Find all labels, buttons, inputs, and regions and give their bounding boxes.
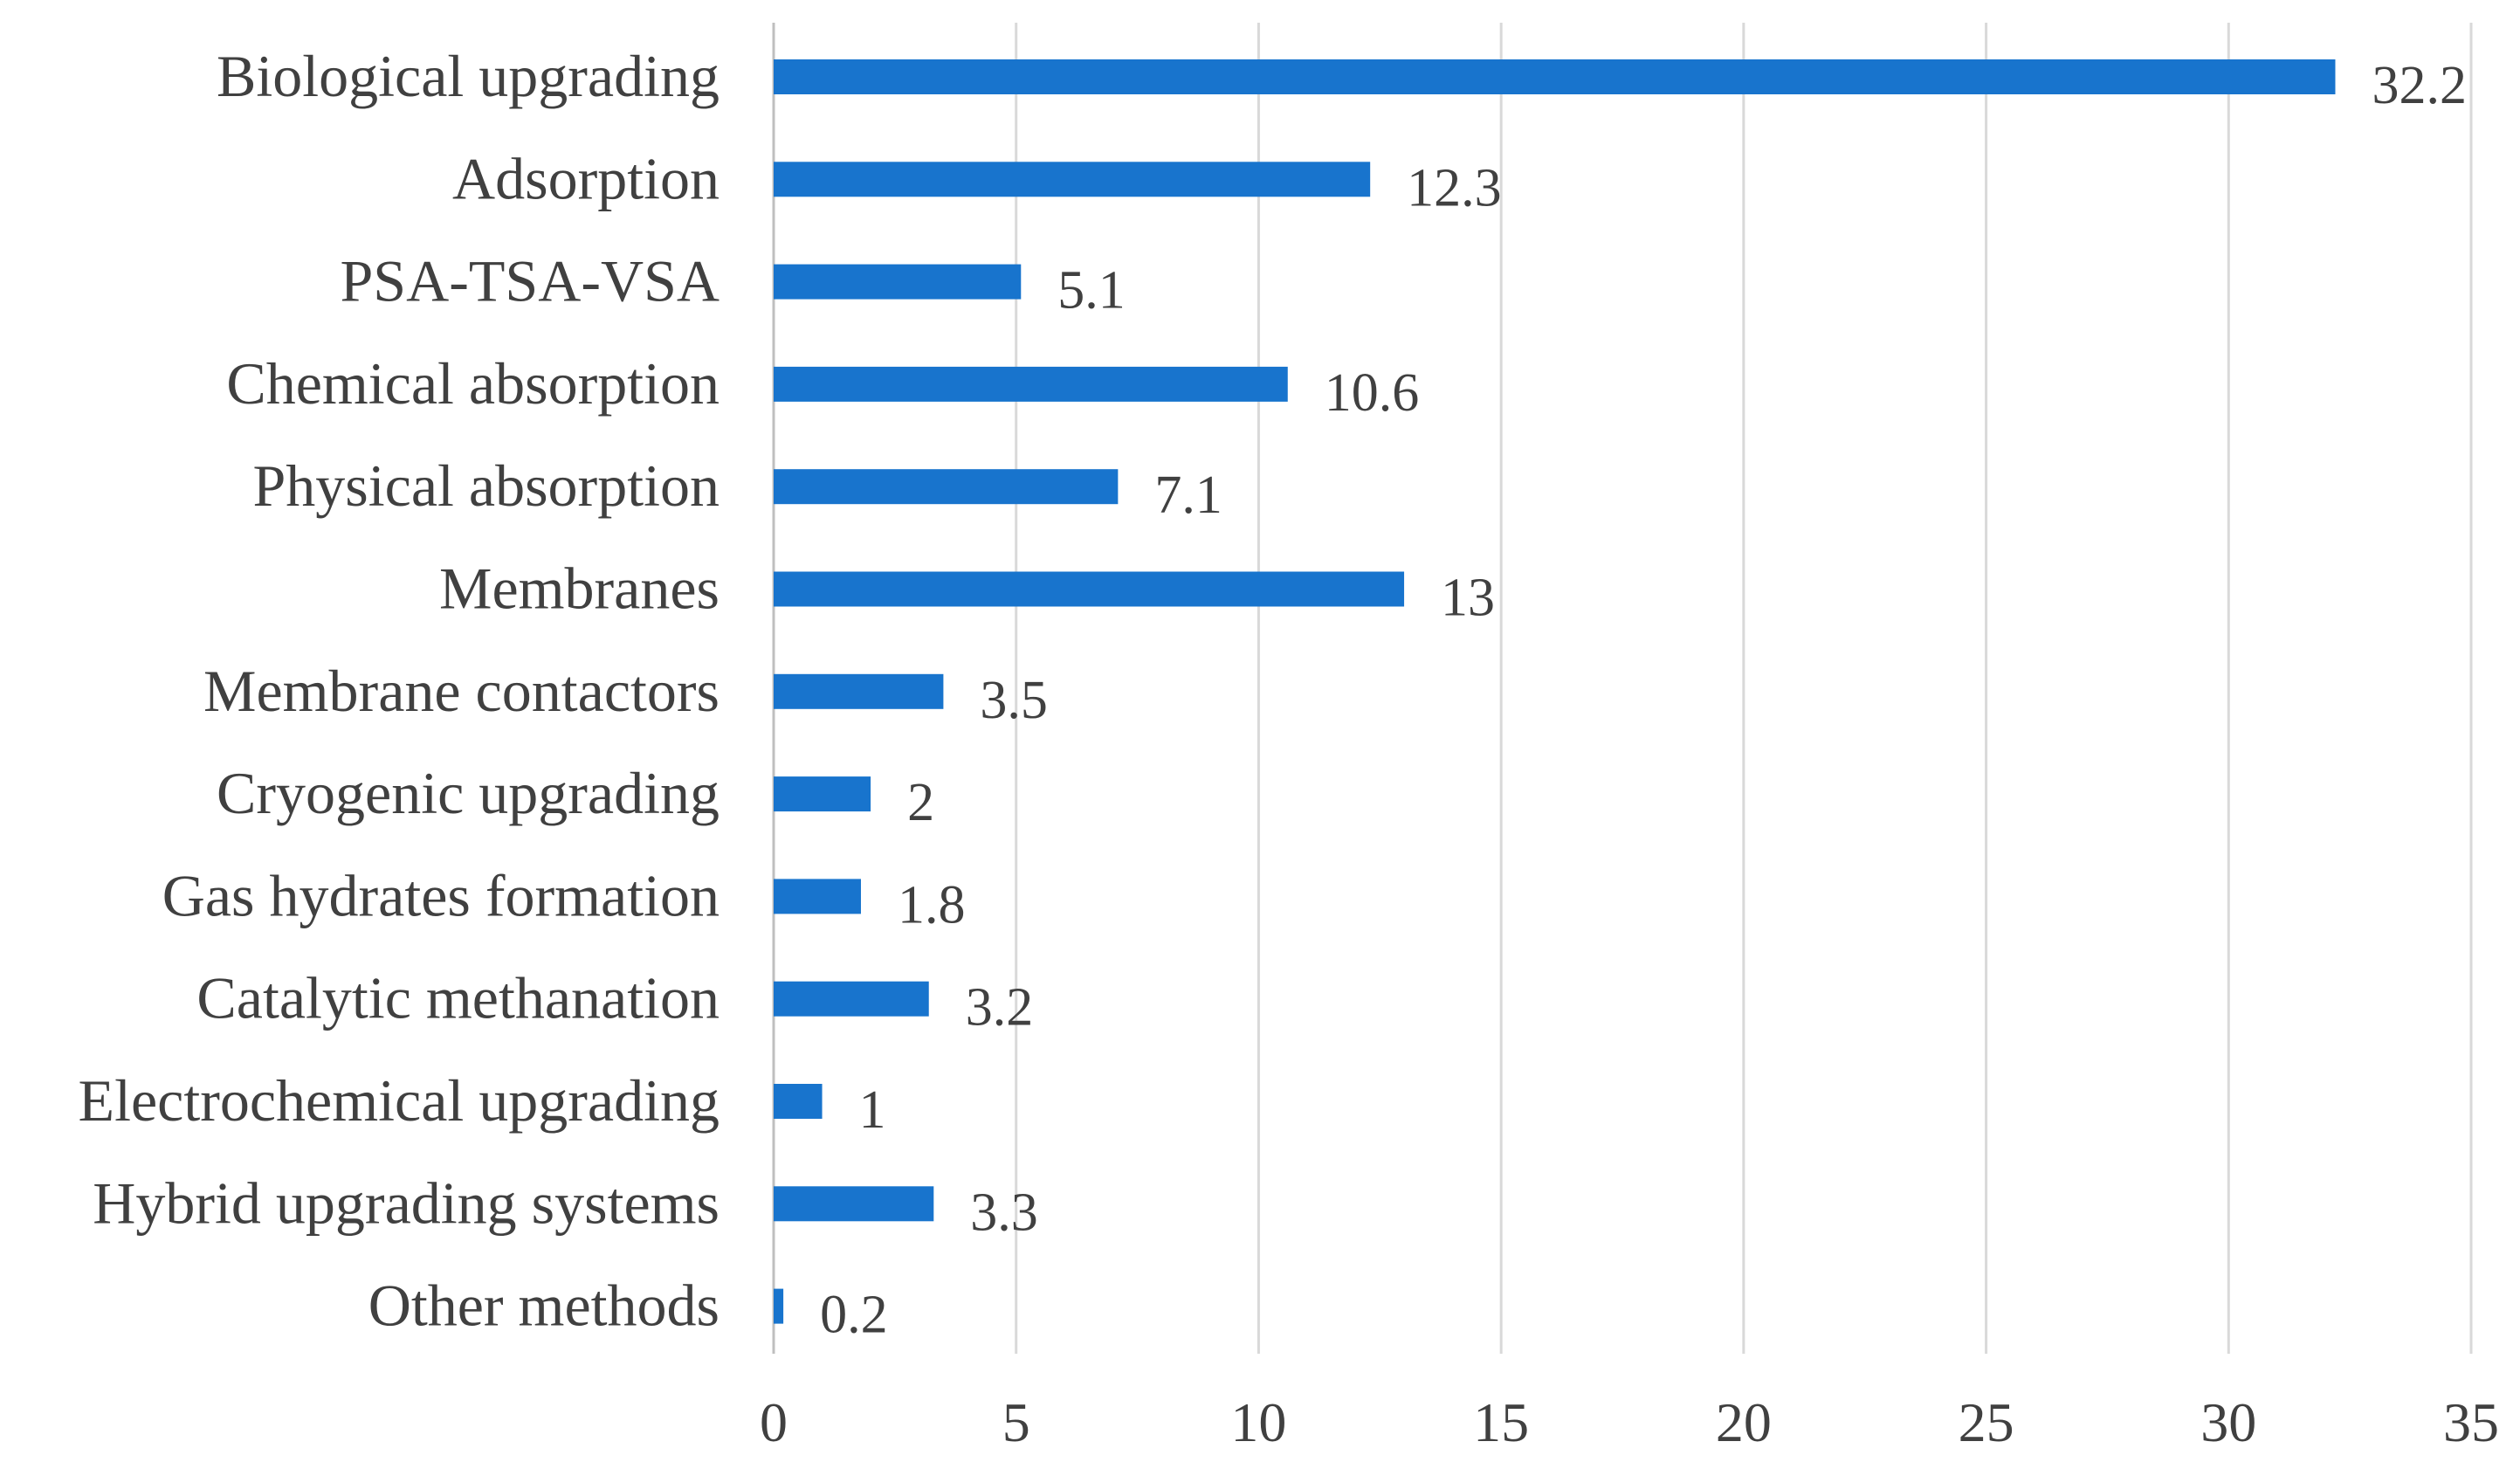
x-tick-label: 0 bbox=[760, 1391, 788, 1453]
data-label: 2 bbox=[907, 773, 934, 832]
x-tick-label: 10 bbox=[1230, 1391, 1286, 1453]
category-label: Catalytic methanation bbox=[196, 965, 720, 1031]
category-label: PSA-TSA-VSA bbox=[340, 248, 720, 314]
category-label: Chemical absorption bbox=[226, 350, 720, 417]
x-tick-label: 30 bbox=[2200, 1391, 2256, 1453]
x-tick-label: 15 bbox=[1473, 1391, 1529, 1453]
bar bbox=[774, 366, 1288, 402]
data-label: 3.3 bbox=[970, 1183, 1038, 1242]
bar bbox=[774, 673, 944, 709]
x-tick-label: 5 bbox=[1002, 1391, 1030, 1453]
bar bbox=[774, 776, 871, 812]
category-label: Biological upgrading bbox=[217, 43, 720, 109]
category-label: Gas hydrates formation bbox=[162, 862, 720, 928]
bar bbox=[774, 981, 929, 1017]
x-tick-label: 35 bbox=[2443, 1391, 2499, 1453]
bar bbox=[774, 1288, 784, 1324]
x-tick-label: 20 bbox=[1716, 1391, 1772, 1453]
category-label: Electrochemical upgrading bbox=[79, 1067, 720, 1134]
data-label: 5.1 bbox=[1057, 261, 1126, 321]
bar bbox=[774, 162, 1371, 197]
data-label: 7.1 bbox=[1154, 466, 1222, 525]
category-label: Physical absorption bbox=[252, 452, 720, 519]
category-label: Hybrid upgrading systems bbox=[93, 1169, 720, 1236]
category-label: Membrane contactors bbox=[203, 658, 720, 724]
category-label: Adsorption bbox=[452, 145, 720, 211]
gridlines bbox=[772, 23, 2473, 1354]
bar bbox=[774, 1084, 823, 1119]
bar bbox=[774, 59, 2336, 94]
bar bbox=[774, 264, 1022, 300]
data-label: 1 bbox=[859, 1080, 886, 1140]
category-label: Membranes bbox=[439, 555, 720, 622]
x-axis-ticks: 0 5 10 15 20 25 30 35 bbox=[760, 1391, 2499, 1453]
data-labels: 32.2 12.3 5.1 10.6 7.1 13 3.5 2 1.83.2 1 3.3 0.2 bbox=[820, 56, 2467, 1345]
data-label: 3.5 bbox=[980, 671, 1048, 730]
x-tick-label: 25 bbox=[1959, 1391, 2014, 1453]
data-label: 3.2 bbox=[966, 978, 1034, 1038]
category-labels: Biological upgrading Adsorption PSA-TSA-VS… bbox=[79, 43, 720, 1339]
category-label: Cryogenic upgrading bbox=[217, 760, 720, 826]
bar bbox=[774, 571, 1405, 607]
data-label: 32.2 bbox=[2372, 56, 2467, 115]
bars bbox=[774, 59, 2336, 1324]
data-label: 13 bbox=[1441, 569, 1495, 628]
bar bbox=[774, 879, 861, 914]
data-label: 1.8 bbox=[898, 875, 966, 935]
category-label: Other methods bbox=[368, 1273, 720, 1339]
data-label: 12.3 bbox=[1407, 158, 1502, 217]
data-label: 10.6 bbox=[1325, 363, 1420, 423]
bar bbox=[774, 1186, 934, 1222]
data-label: 0.2 bbox=[820, 1286, 888, 1345]
bar bbox=[774, 469, 1119, 505]
